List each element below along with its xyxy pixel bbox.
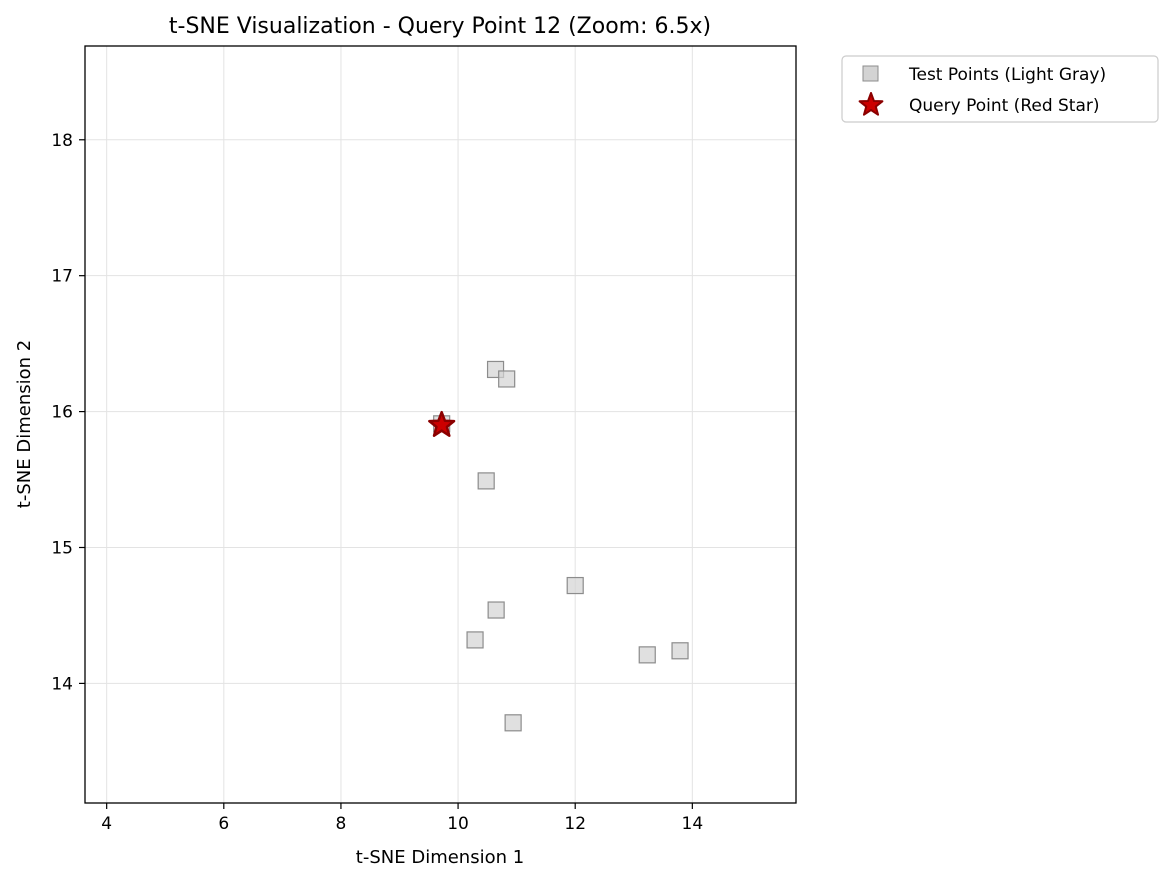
legend-entry-test-points: Test Points (Light Gray) [908,65,1106,85]
x-axis-label: t-SNE Dimension 1 [356,847,524,868]
x-tick-label: 6 [218,814,229,834]
legend-star-marker-icon [858,92,884,116]
test-point-marker [638,646,656,664]
test-point-marker [477,472,495,490]
y-tick-label: 15 [51,538,73,558]
y-tick-label: 14 [51,674,73,694]
legend-square-marker-icon [862,65,879,82]
legend: Test Points (Light Gray) Query Point (Re… [841,55,1159,123]
y-tick-label: 18 [51,131,73,151]
data-points [428,360,689,732]
test-point-marker [504,714,522,732]
x-tick-label: 10 [447,814,469,834]
x-tick-label: 8 [336,814,347,834]
test-point-marker [466,631,484,649]
x-tick-label: 14 [682,814,704,834]
axis-ticks: 4 6 8 10 12 14 14 15 16 17 18 [51,131,703,834]
y-tick-label: 16 [51,403,73,423]
x-tick-label: 4 [101,814,112,834]
chart-title: t-SNE Visualization - Query Point 12 (Zo… [169,14,711,39]
legend-box [841,55,1159,123]
test-point-marker [671,642,689,660]
legend-entry-query-point: Query Point (Red Star) [909,96,1100,116]
test-point-marker [566,576,584,595]
query-point-star-marker [428,410,456,437]
grid-lines [85,46,796,803]
test-point-marker [498,370,516,388]
test-point-marker [487,601,505,619]
x-tick-label: 12 [564,814,586,834]
plot-frame [84,45,797,804]
y-axis-label: t-SNE Dimension 2 [14,340,35,508]
y-tick-label: 17 [51,267,73,287]
